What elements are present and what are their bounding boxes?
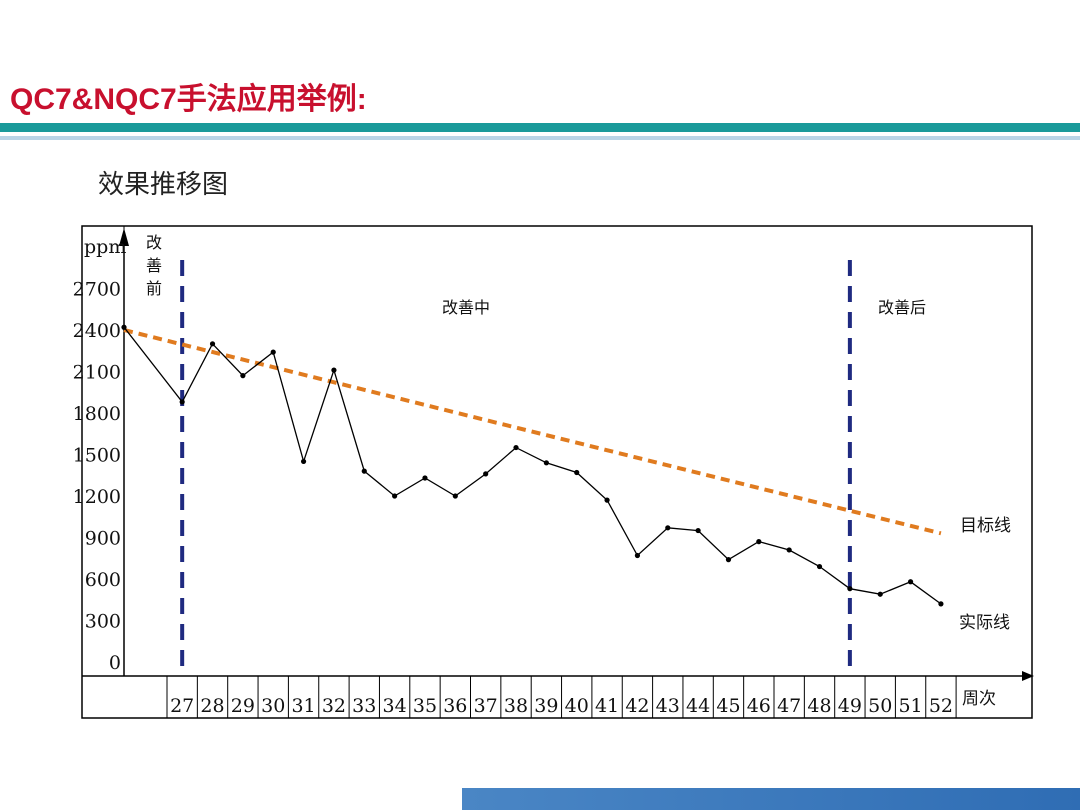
x-axis-label: 周次 xyxy=(962,689,996,709)
x-tick-label: 39 xyxy=(534,695,558,717)
y-tick-label: 1200 xyxy=(73,486,121,508)
y-tick-label: 2100 xyxy=(73,362,121,384)
actual-data-point xyxy=(665,525,671,531)
x-tick-label: 38 xyxy=(504,695,528,717)
x-tick-label: 49 xyxy=(838,695,862,717)
actual-data-point xyxy=(877,591,883,597)
actual-data-point xyxy=(422,475,428,481)
x-tick-label: 43 xyxy=(656,695,680,717)
actual-data-point xyxy=(634,552,641,559)
y-axis-label: ppm xyxy=(84,236,126,258)
y-tick-label: 1800 xyxy=(73,403,121,425)
actual-data-point xyxy=(938,601,944,607)
x-tick-label: 40 xyxy=(565,695,589,717)
actual-data-point xyxy=(300,458,307,465)
y-tick-label: 600 xyxy=(85,569,121,591)
y-tick-label: 0 xyxy=(109,652,121,674)
x-tick-label: 45 xyxy=(716,695,740,717)
phase-label-after: 改善后 xyxy=(878,298,926,317)
actual-data-point xyxy=(574,469,580,476)
x-tick-label: 36 xyxy=(443,695,467,717)
x-tick-label: 50 xyxy=(868,695,892,717)
x-tick-label: 30 xyxy=(261,695,285,717)
y-axis-arrow-icon xyxy=(119,228,129,246)
slide-title: QC7&NQC7手法应用举例: xyxy=(10,83,367,116)
actual-data-point xyxy=(513,444,519,451)
actual-data-point xyxy=(816,563,823,570)
x-tick-label: 51 xyxy=(898,695,922,717)
actual-data-point xyxy=(604,497,610,503)
series-target-line xyxy=(123,328,942,536)
x-tick-label: 41 xyxy=(595,695,619,717)
actual-data-point xyxy=(331,367,337,373)
actual-data-point xyxy=(847,586,853,592)
x-tick-label: 33 xyxy=(352,695,376,717)
actual-data-point xyxy=(209,341,216,347)
actual-data-point xyxy=(179,399,185,405)
x-tick-label: 31 xyxy=(291,695,315,717)
chart-frame xyxy=(81,225,1033,719)
x-axis-arrow-icon xyxy=(1022,671,1034,681)
actual-data-point xyxy=(543,460,549,466)
actual-data-point xyxy=(452,493,458,499)
actual-data-point xyxy=(786,547,792,553)
actual-data-point xyxy=(361,468,367,474)
x-tick-label: 44 xyxy=(686,695,710,717)
actual-line-label: 实际线 xyxy=(959,613,1010,633)
x-tick-label: 42 xyxy=(625,695,649,717)
x-tick-label: 34 xyxy=(383,695,407,717)
actual-data-point xyxy=(907,579,914,585)
actual-data-point xyxy=(392,493,398,499)
actual-data-point xyxy=(725,557,732,563)
footer-bar xyxy=(462,788,1080,810)
x-tick-label: 32 xyxy=(322,695,346,717)
actual-data-point xyxy=(240,373,246,379)
actual-data-point xyxy=(756,539,762,545)
x-tick-label: 46 xyxy=(747,695,771,717)
y-tick-label: 1500 xyxy=(73,445,121,467)
x-tick-label: 27 xyxy=(170,695,194,717)
title-divider-accent xyxy=(0,136,1080,140)
x-tick-label: 52 xyxy=(929,695,953,717)
phase-label-during: 改善中 xyxy=(442,298,490,317)
x-tick-label: 37 xyxy=(474,695,498,717)
y-tick-label: 2400 xyxy=(73,320,121,342)
actual-data-point xyxy=(695,527,701,534)
x-tick-label: 28 xyxy=(200,695,224,717)
title-divider-bar xyxy=(0,123,1080,132)
series-actual-line xyxy=(123,326,942,605)
phase-label-before: 改善前 xyxy=(146,233,162,298)
x-tick-label: 48 xyxy=(807,695,831,717)
actual-data-point xyxy=(121,324,127,330)
x-tick-label: 47 xyxy=(777,695,801,717)
actual-data-point xyxy=(483,471,489,477)
x-tick-label: 35 xyxy=(413,695,437,717)
x-tick-label: 29 xyxy=(231,695,255,717)
actual-data-point xyxy=(270,349,276,355)
chart-title: 效果推移图 xyxy=(98,170,229,200)
y-tick-label: 900 xyxy=(85,528,121,550)
y-tick-label: 2700 xyxy=(73,279,121,301)
target-line-label: 目标线 xyxy=(960,516,1011,536)
y-tick-label: 300 xyxy=(85,611,121,633)
